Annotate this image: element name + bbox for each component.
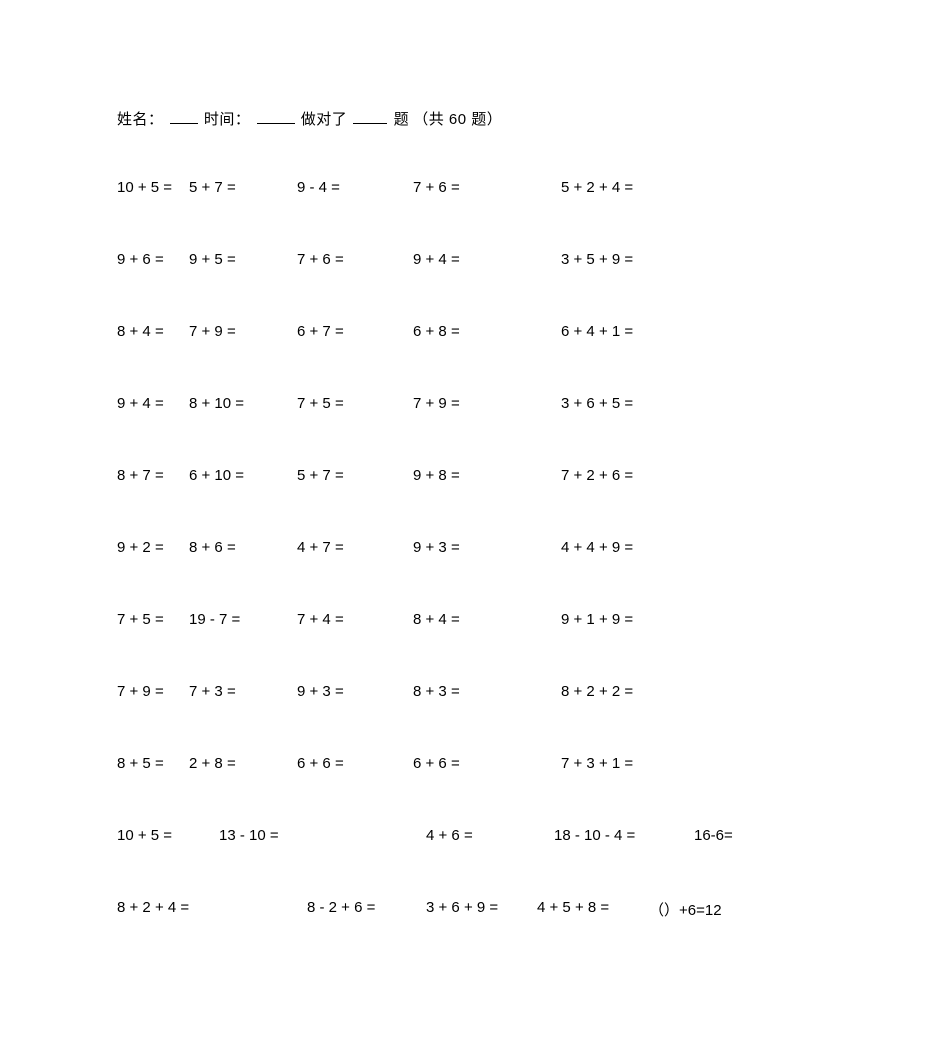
problem-cell: 7 + 9 = bbox=[413, 395, 561, 412]
total-text: （共 60 题） bbox=[413, 111, 502, 128]
problem-row: 10 + 5 =5 + 7 =9 - 4 =7 + 6 =5 + 2 + 4 = bbox=[117, 179, 830, 196]
problem-cell: 4 + 5 + 8 = bbox=[537, 899, 649, 920]
name-blank[interactable] bbox=[170, 123, 198, 124]
problem-cell: 6 + 7 = bbox=[297, 323, 413, 340]
problem-row: 8 + 4 =7 + 9 =6 + 7 =6 + 8 =6 + 4 + 1 = bbox=[117, 323, 830, 340]
problem-cell: 7 + 3 + 1 = bbox=[561, 755, 701, 772]
problem-row: 7 + 5 =19 - 7 =7 + 4 =8 + 4 =9 + 1 + 9 = bbox=[117, 611, 830, 628]
problem-cell: 6 + 10 = bbox=[189, 467, 297, 484]
time-label: 时间： bbox=[204, 111, 251, 128]
problem-row: 7 + 9 =7 + 3 =9 + 3 = 8 + 3 =8 + 2 + 2 = bbox=[117, 683, 830, 700]
problems-container: 10 + 5 =5 + 7 =9 - 4 =7 + 6 =5 + 2 + 4 =… bbox=[117, 179, 830, 975]
problem-cell: 19 - 7 = bbox=[189, 611, 297, 628]
problem-cell: 9 + 3 = bbox=[297, 683, 413, 700]
problem-cell: 6 + 6 = bbox=[413, 755, 561, 772]
problem-cell: 8 + 5 = bbox=[117, 755, 189, 772]
problem-row: 8 + 2 + 4 =8 - 2 + 6 =3 + 6 + 9 =4 + 5 +… bbox=[117, 899, 830, 920]
problem-cell: 7 + 3 = bbox=[189, 683, 297, 700]
problem-cell: 7 + 2 + 6 = bbox=[561, 467, 701, 484]
problem-cell: 9 + 6 = bbox=[117, 251, 189, 268]
problem-cell: 8 + 4 = bbox=[117, 323, 189, 340]
problem-cell: 6 + 6 = bbox=[297, 755, 413, 772]
problem-cell: 8 + 2 + 2 = bbox=[561, 683, 701, 700]
correct-prefix: 做对了 bbox=[301, 111, 348, 128]
correct-suffix: 题 bbox=[394, 111, 410, 128]
problem-cell: 9 + 4 = bbox=[117, 395, 189, 412]
worksheet-header: 姓名： 时间： 做对了 题 （共 60 题） bbox=[117, 108, 830, 129]
problem-cell: 8 + 7 = bbox=[117, 467, 189, 484]
time-blank[interactable] bbox=[257, 123, 295, 124]
problem-cell: 5 + 2 + 4 = bbox=[561, 179, 701, 196]
problem-cell: 9 + 2 = bbox=[117, 539, 189, 556]
problem-cell: 8 + 6 = bbox=[189, 539, 297, 556]
problem-row: 9 + 6 =9 + 5 =7 + 6 =9 + 4 =3 + 5 + 9 = bbox=[117, 251, 830, 268]
problem-cell: 2 + 8 = bbox=[189, 755, 297, 772]
problem-cell: 3 + 5 + 9 = bbox=[561, 251, 701, 268]
problem-cell: 13 - 10 = bbox=[219, 827, 426, 844]
problem-cell: 5 + 7 = bbox=[189, 179, 297, 196]
problem-cell: 3 + 6 + 9 = bbox=[426, 899, 537, 920]
problem-cell: 9 - 4 = bbox=[297, 179, 413, 196]
problem-cell: 16-6= bbox=[694, 827, 774, 844]
worksheet-page: 姓名： 时间： 做对了 题 （共 60 题） 10 + 5 =5 + 7 =9 … bbox=[0, 0, 945, 1035]
problem-cell: 6 + 8 = bbox=[413, 323, 561, 340]
problem-cell: 9 + 4 = bbox=[413, 251, 561, 268]
problem-cell: 7 + 9 = bbox=[189, 323, 297, 340]
problem-cell: 6 + 4 + 1 = bbox=[561, 323, 701, 340]
problem-cell: 10 + 5 = bbox=[117, 827, 219, 844]
problem-cell: 9 + 8 = bbox=[413, 467, 561, 484]
problem-cell: 18 - 10 - 4 = bbox=[554, 827, 694, 844]
problem-cell: 7 + 5 = bbox=[117, 611, 189, 628]
problem-cell: 7 + 9 = bbox=[117, 683, 189, 700]
problem-cell: 9 + 5 = bbox=[189, 251, 297, 268]
problem-cell: 9 + 1 + 9 = bbox=[561, 611, 701, 628]
problem-cell: 7 + 6 = bbox=[297, 251, 413, 268]
problem-cell: 4 + 7 = bbox=[297, 539, 413, 556]
problem-row: 8 + 7 =6 + 10 =5 + 7 =9 + 8 = 7 + 2 + 6 … bbox=[117, 467, 830, 484]
problem-row: 10 + 5 =13 - 10 =4 + 6 =18 - 10 - 4 =16-… bbox=[117, 827, 830, 844]
problem-cell: 4 + 4 + 9 = bbox=[561, 539, 701, 556]
problem-cell: 7 + 5 = bbox=[297, 395, 413, 412]
problem-cell: 8 + 4 = bbox=[413, 611, 561, 628]
name-label: 姓名： bbox=[117, 111, 164, 128]
correct-blank[interactable] bbox=[353, 123, 387, 124]
problem-row: 9 + 2 =8 + 6 = 4 + 7 =9 + 3 =4 + 4 + 9 = bbox=[117, 539, 830, 556]
problem-row: 8 + 5 =2 + 8 =6 + 6 =6 + 6 = 7 + 3 + 1 = bbox=[117, 755, 830, 772]
problem-cell: 8 - 2 + 6 = bbox=[307, 899, 426, 920]
problem-cell: 9 + 3 = bbox=[413, 539, 561, 556]
problem-cell: 10 + 5 = bbox=[117, 179, 189, 196]
problem-cell: 7 + 4 = bbox=[297, 611, 413, 628]
problem-cell: 8 + 2 + 4 = bbox=[117, 899, 307, 920]
problem-cell: 3 + 6 + 5 = bbox=[561, 395, 701, 412]
problem-cell: 4 + 6 = bbox=[426, 827, 554, 844]
problem-cell: 8 + 10 = bbox=[189, 395, 297, 412]
problem-cell: 5 + 7 = bbox=[297, 467, 413, 484]
problem-row: 9 + 4 =8 + 10 =7 + 5 =7 + 9 =3 + 6 + 5 = bbox=[117, 395, 830, 412]
problem-cell: （）+6=12 bbox=[649, 899, 729, 920]
problem-cell: 8 + 3 = bbox=[413, 683, 561, 700]
problem-cell: 7 + 6 = bbox=[413, 179, 561, 196]
